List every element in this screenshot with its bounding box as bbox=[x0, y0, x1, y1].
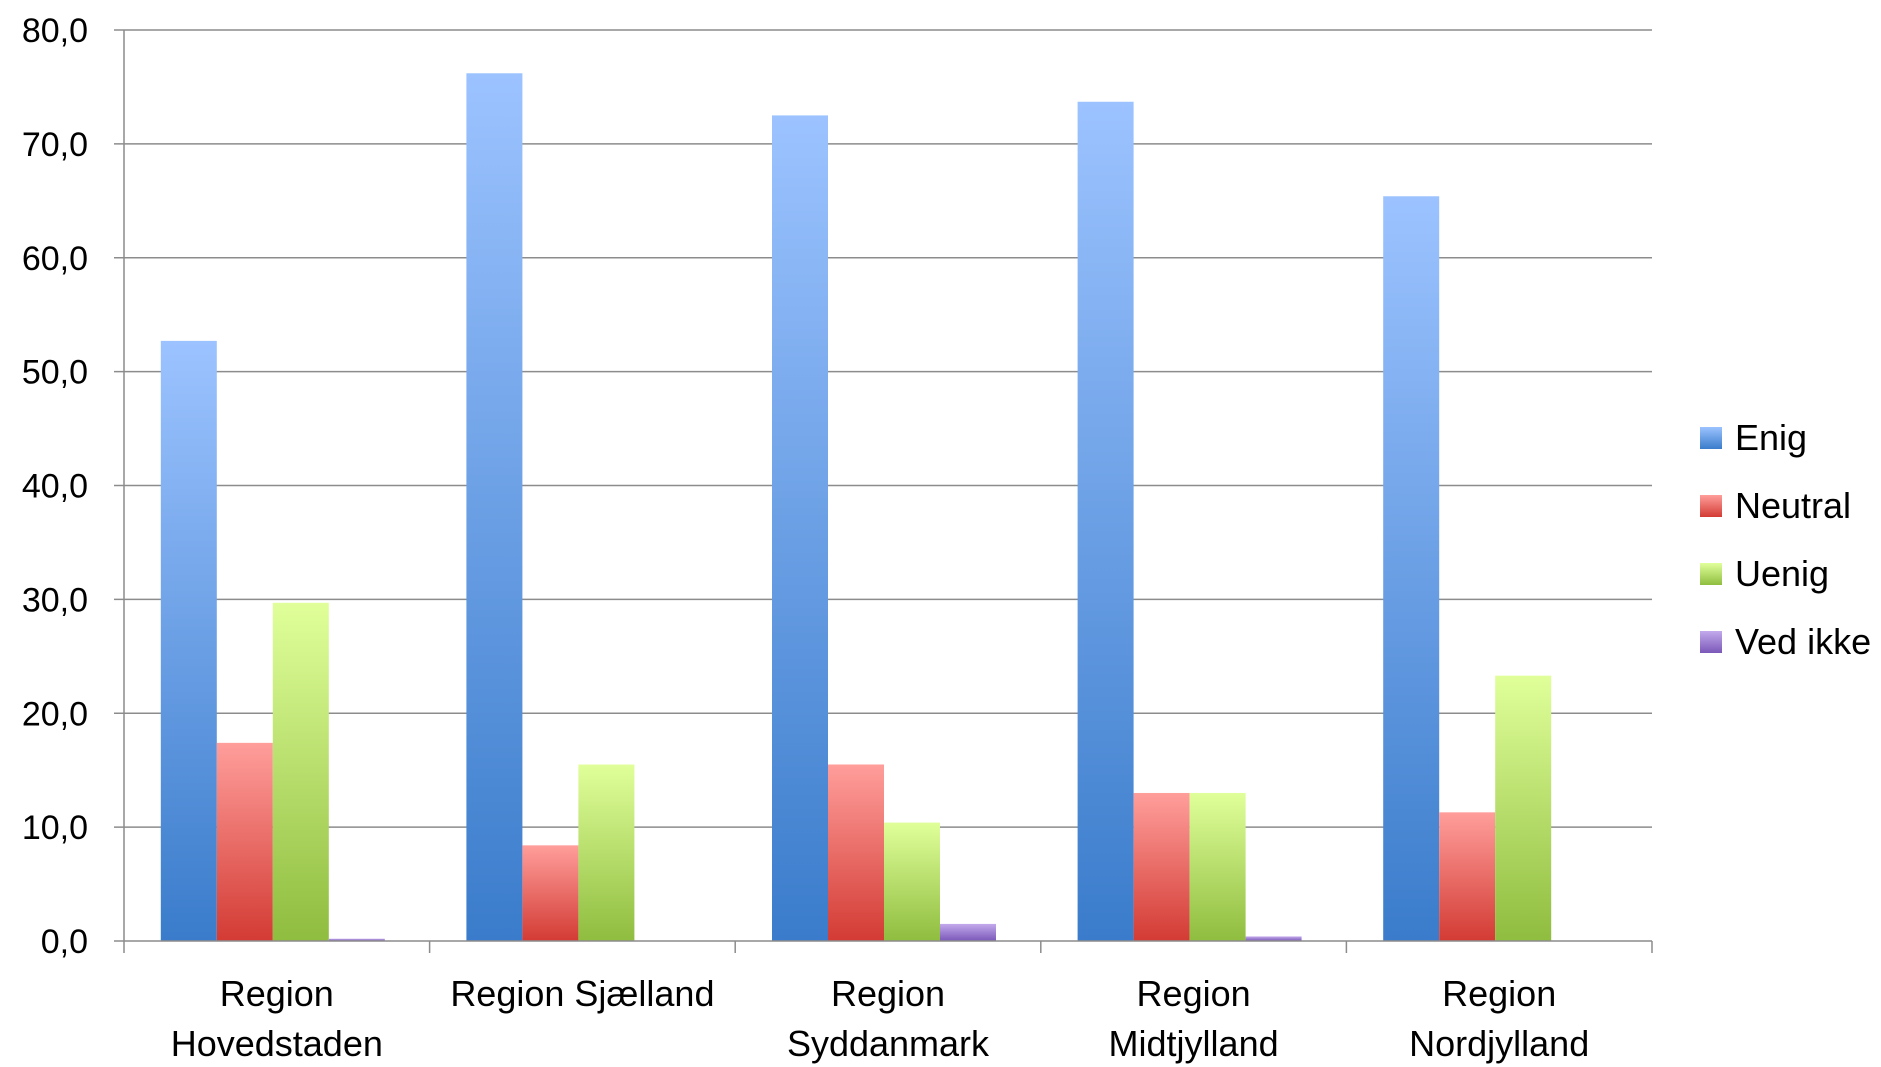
bar-ved-ikke bbox=[328, 938, 385, 941]
y-tick-label: 40,0 bbox=[22, 468, 88, 506]
x-tick-label: Syddanmark bbox=[787, 1023, 990, 1064]
x-tick-label: Region bbox=[220, 973, 334, 1014]
bars bbox=[160, 73, 1552, 941]
y-tick-label: 10,0 bbox=[22, 809, 88, 847]
bar-neutral bbox=[1133, 792, 1190, 941]
bar-ved-ikke bbox=[940, 923, 996, 941]
y-tick-label: 60,0 bbox=[22, 240, 88, 278]
y-tick-label: 50,0 bbox=[22, 354, 88, 392]
bar-uenig bbox=[1495, 675, 1552, 941]
y-tick-label: 70,0 bbox=[22, 126, 88, 164]
x-tick-label: Region bbox=[1442, 973, 1556, 1014]
y-tick-label: 80,0 bbox=[22, 12, 88, 50]
bar-uenig bbox=[272, 602, 329, 941]
bar-uenig bbox=[578, 764, 635, 941]
legend-label-enig: Enig bbox=[1735, 417, 1807, 458]
x-tick-label: Midtjylland bbox=[1109, 1023, 1279, 1064]
legend-label-neutral: Neutral bbox=[1735, 485, 1851, 526]
bar-enig bbox=[772, 115, 828, 941]
bar-enig bbox=[466, 73, 523, 941]
axes bbox=[114, 29, 1653, 953]
y-tick-label: 30,0 bbox=[22, 581, 88, 619]
legend-label-ved-ikke: Ved ikke bbox=[1735, 621, 1871, 662]
x-tick-label: Region bbox=[831, 973, 945, 1014]
bar-uenig bbox=[884, 822, 940, 941]
bar-enig bbox=[160, 340, 217, 941]
x-tick-label: Nordjylland bbox=[1409, 1023, 1589, 1064]
bar-ved-ikke bbox=[1245, 936, 1302, 941]
y-tick-labels: 0,0 10,0 20,0 30,0 40,0 50,0 60,0 70,0 80,0 bbox=[22, 12, 88, 961]
y-tick-label: 20,0 bbox=[22, 695, 88, 733]
bar-neutral bbox=[1439, 812, 1496, 941]
legend-swatch-neutral bbox=[1700, 495, 1722, 517]
x-tick-label: Region bbox=[1137, 973, 1251, 1014]
bar-uenig bbox=[1189, 792, 1246, 941]
bar-neutral bbox=[828, 764, 884, 941]
legend: Enig Neutral Uenig Ved ikke bbox=[1700, 417, 1871, 662]
legend-swatch-ved-ikke bbox=[1700, 631, 1722, 653]
legend-swatch-uenig bbox=[1700, 563, 1722, 585]
bar-neutral bbox=[522, 845, 579, 941]
bar-enig bbox=[1383, 196, 1440, 941]
x-tick-labels: Region Hovedstaden Region Sjælland Region Sy… bbox=[171, 973, 1590, 1064]
x-tick-label: Hovedstaden bbox=[171, 1023, 383, 1064]
x-tick-label: Region Sjælland bbox=[450, 973, 714, 1014]
y-tick-label: 0,0 bbox=[41, 923, 88, 961]
bar-neutral bbox=[216, 742, 273, 941]
gridlines bbox=[124, 29, 1652, 828]
bar-enig bbox=[1077, 101, 1134, 941]
legend-swatch-enig bbox=[1700, 427, 1722, 449]
legend-label-uenig: Uenig bbox=[1735, 553, 1829, 594]
